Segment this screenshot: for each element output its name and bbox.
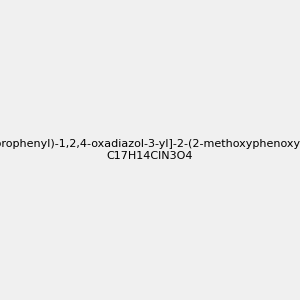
Text: N-[5-(3-chlorophenyl)-1,2,4-oxadiazol-3-yl]-2-(2-methoxyphenoxy)acetamide
C17H14: N-[5-(3-chlorophenyl)-1,2,4-oxadiazol-3-… (0, 139, 300, 161)
